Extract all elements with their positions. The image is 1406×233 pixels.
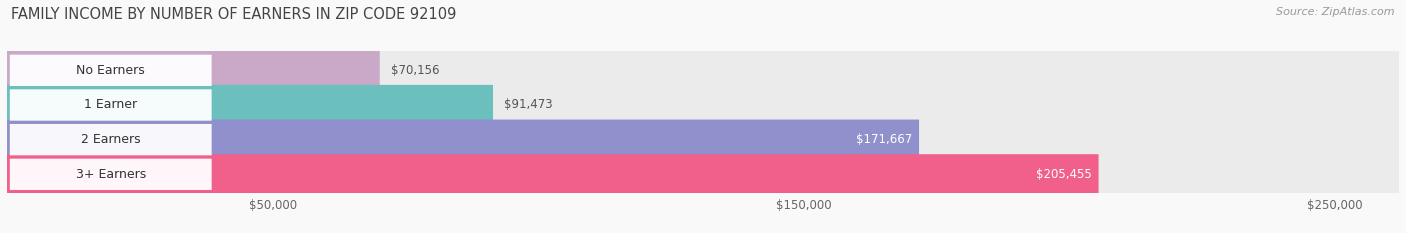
FancyBboxPatch shape [7,50,380,90]
Text: $91,473: $91,473 [505,99,553,112]
Text: 2 Earners: 2 Earners [82,133,141,146]
Text: 1 Earner: 1 Earner [84,99,138,112]
Text: $205,455: $205,455 [1036,168,1091,181]
Text: $70,156: $70,156 [391,64,440,77]
FancyBboxPatch shape [7,154,1399,194]
FancyBboxPatch shape [7,120,920,160]
FancyBboxPatch shape [7,154,1098,194]
Text: No Earners: No Earners [76,64,145,77]
FancyBboxPatch shape [7,50,1399,90]
FancyBboxPatch shape [10,55,212,86]
Text: 3+ Earners: 3+ Earners [76,168,146,181]
FancyBboxPatch shape [10,89,212,121]
FancyBboxPatch shape [10,159,212,190]
FancyBboxPatch shape [7,85,494,125]
Text: $171,667: $171,667 [856,133,912,146]
FancyBboxPatch shape [7,120,1399,160]
Text: FAMILY INCOME BY NUMBER OF EARNERS IN ZIP CODE 92109: FAMILY INCOME BY NUMBER OF EARNERS IN ZI… [11,7,457,22]
FancyBboxPatch shape [7,85,1399,125]
FancyBboxPatch shape [10,124,212,155]
Text: Source: ZipAtlas.com: Source: ZipAtlas.com [1277,7,1395,17]
